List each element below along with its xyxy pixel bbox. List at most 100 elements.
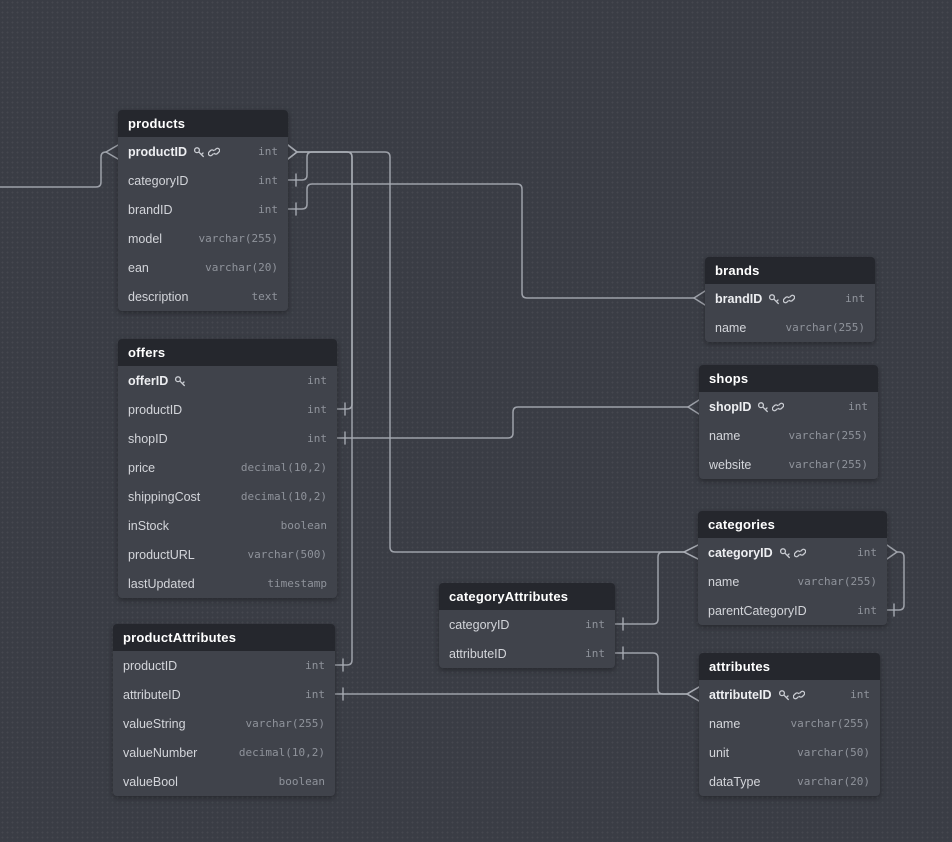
table-products[interactable]: products productID int categoryID int brandID… bbox=[118, 110, 288, 311]
table-categories[interactable]: categories categoryID int name varchar(255) p… bbox=[698, 511, 887, 625]
crow-foot-marker bbox=[686, 686, 700, 702]
table-row-categories-name[interactable]: name varchar(255) bbox=[698, 567, 887, 596]
table-row-products-productID[interactable]: productID int bbox=[118, 137, 288, 166]
table-row-productAttributes-valueBool[interactable]: valueBool boolean bbox=[113, 767, 335, 796]
table-row-offers-productID[interactable]: productID int bbox=[118, 395, 337, 424]
table-row-offers-offerID[interactable]: offerID int bbox=[118, 366, 337, 395]
column-name: model bbox=[128, 231, 163, 246]
column-name: categoryID bbox=[449, 617, 510, 632]
relationship-line-categoryAttributes-attributeID--attributes-attributeID[interactable] bbox=[614, 652, 688, 695]
column-type: boolean bbox=[278, 775, 325, 788]
relationship-line-categories-parentCategoryID--categories-categoryID[interactable] bbox=[886, 551, 905, 611]
relationship-line-offscreen-left--products-productID[interactable] bbox=[0, 151, 107, 188]
table-title: brands bbox=[715, 263, 760, 278]
table-title: productAttributes bbox=[123, 630, 237, 645]
table-row-shops-shopID[interactable]: shopID int bbox=[699, 392, 878, 421]
table-row-products-model[interactable]: model varchar(255) bbox=[118, 224, 288, 253]
table-attributes[interactable]: attributes attributeID int name varchar(255)… bbox=[699, 653, 880, 796]
table-row-categoryAttributes-categoryID[interactable]: categoryID int bbox=[439, 610, 615, 639]
key-icon bbox=[193, 146, 204, 157]
table-row-offers-price[interactable]: price decimal(10,2) bbox=[118, 453, 337, 482]
column-name: shopID bbox=[709, 399, 752, 414]
table-header-categories[interactable]: categories bbox=[698, 511, 887, 538]
column-type: timestamp bbox=[267, 577, 327, 590]
column-type: int bbox=[258, 174, 278, 187]
table-header-offers[interactable]: offers bbox=[118, 339, 337, 366]
table-shops[interactable]: shops shopID int name varchar(255) website var… bbox=[699, 365, 878, 479]
relationship-line-categoryAttributes-categoryID--categories-categoryID[interactable] bbox=[614, 551, 685, 625]
column-type: int bbox=[585, 647, 605, 660]
table-row-brands-brandID[interactable]: brandID int bbox=[705, 284, 875, 313]
table-header-brands[interactable]: brands bbox=[705, 257, 875, 284]
table-row-brands-name[interactable]: name varchar(255) bbox=[705, 313, 875, 342]
column-name: ean bbox=[128, 260, 149, 275]
column-type: int bbox=[850, 688, 870, 701]
table-row-productAttributes-valueString[interactable]: valueString varchar(255) bbox=[113, 709, 335, 738]
crow-foot-marker bbox=[287, 144, 298, 160]
column-name: dataType bbox=[709, 774, 761, 789]
table-row-offers-inStock[interactable]: inStock boolean bbox=[118, 511, 337, 540]
table-row-attributes-name[interactable]: name varchar(255) bbox=[699, 709, 880, 738]
key-icon bbox=[779, 547, 790, 558]
column-key-icons bbox=[768, 293, 796, 305]
column-type: int bbox=[258, 203, 278, 216]
table-header-attributes[interactable]: attributes bbox=[699, 653, 880, 680]
table-header-products[interactable]: products bbox=[118, 110, 288, 137]
table-row-products-categoryID[interactable]: categoryID int bbox=[118, 166, 288, 195]
relationship-line-products-brandID--brands-brandID[interactable] bbox=[287, 183, 695, 299]
column-type: varchar(255) bbox=[788, 429, 868, 442]
table-row-productAttributes-valueNumber[interactable]: valueNumber decimal(10,2) bbox=[113, 738, 335, 767]
table-row-shops-name[interactable]: name varchar(255) bbox=[699, 421, 878, 450]
table-brands[interactable]: brands brandID int name varchar(255) bbox=[705, 257, 875, 342]
column-type: varchar(500) bbox=[247, 548, 327, 561]
table-row-attributes-dataType[interactable]: dataType varchar(20) bbox=[699, 767, 880, 796]
crow-foot-marker bbox=[693, 290, 706, 306]
relationship-line-offers-shopID--shops-shopID[interactable] bbox=[336, 406, 689, 439]
table-title: shops bbox=[709, 371, 749, 386]
crow-foot-marker bbox=[683, 544, 699, 560]
column-type: varchar(255) bbox=[797, 575, 877, 588]
table-header-categoryAttributes[interactable]: categoryAttributes bbox=[439, 583, 615, 610]
table-categoryAttributes[interactable]: categoryAttributes categoryID int attribute… bbox=[439, 583, 615, 668]
table-row-offers-lastUpdated[interactable]: lastUpdated timestamp bbox=[118, 569, 337, 598]
column-type: int bbox=[585, 618, 605, 631]
table-offers[interactable]: offers offerID int productID int shopID int pri… bbox=[118, 339, 337, 598]
column-name: valueBool bbox=[123, 774, 178, 789]
table-header-productAttributes[interactable]: productAttributes bbox=[113, 624, 335, 651]
column-name: name bbox=[709, 716, 741, 731]
link-icon bbox=[793, 548, 806, 557]
column-key-icons bbox=[193, 146, 221, 158]
table-row-categories-parentCategoryID[interactable]: parentCategoryID int bbox=[698, 596, 887, 625]
table-row-products-ean[interactable]: ean varchar(20) bbox=[118, 253, 288, 282]
column-key-icons bbox=[174, 375, 186, 387]
table-title: products bbox=[128, 116, 186, 131]
relationship-line-products-categoryID--categories-categoryID[interactable] bbox=[287, 151, 685, 553]
table-row-shops-website[interactable]: website varchar(255) bbox=[699, 450, 878, 479]
column-type: text bbox=[251, 290, 279, 303]
table-row-offers-shippingCost[interactable]: shippingCost decimal(10,2) bbox=[118, 482, 337, 511]
column-name: lastUpdated bbox=[128, 576, 195, 591]
column-name: offerID bbox=[128, 373, 169, 388]
column-type: int bbox=[857, 604, 877, 617]
table-row-products-description[interactable]: description text bbox=[118, 282, 288, 311]
table-header-shops[interactable]: shops bbox=[699, 365, 878, 392]
key-icon bbox=[769, 293, 780, 304]
column-key-icons bbox=[779, 547, 806, 559]
column-name: inStock bbox=[128, 518, 169, 533]
link-icon bbox=[208, 147, 221, 156]
column-key-icons bbox=[778, 689, 805, 701]
column-type: decimal(10,2) bbox=[240, 490, 327, 503]
table-row-products-brandID[interactable]: brandID int bbox=[118, 195, 288, 224]
table-row-productAttributes-productID[interactable]: productID int bbox=[113, 651, 335, 680]
table-row-offers-shopID[interactable]: shopID int bbox=[118, 424, 337, 453]
table-row-categoryAttributes-attributeID[interactable]: attributeID int bbox=[439, 639, 615, 668]
table-row-productAttributes-attributeID[interactable]: attributeID int bbox=[113, 680, 335, 709]
table-row-attributes-unit[interactable]: unit varchar(50) bbox=[699, 738, 880, 767]
table-row-categories-categoryID[interactable]: categoryID int bbox=[698, 538, 887, 567]
column-name: parentCategoryID bbox=[708, 603, 807, 618]
table-productAttributes[interactable]: productAttributes productID int attributeID… bbox=[113, 624, 335, 796]
table-row-offers-productURL[interactable]: productURL varchar(500) bbox=[118, 540, 337, 569]
table-row-attributes-attributeID[interactable]: attributeID int bbox=[699, 680, 880, 709]
